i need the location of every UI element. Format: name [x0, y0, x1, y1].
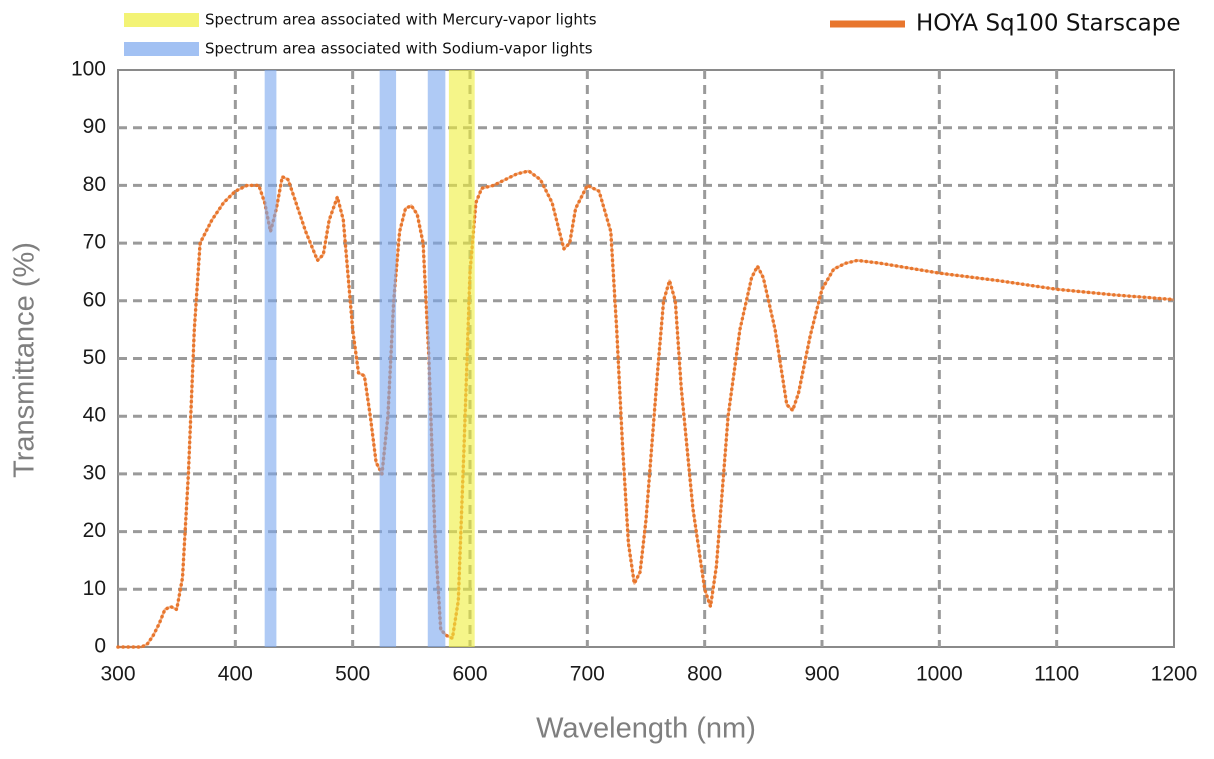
- x-axis-title: Wavelength (nm): [536, 713, 756, 745]
- x-tick-label: 1200: [1151, 663, 1198, 686]
- legend-label: Spectrum area associated with Mercury-va…: [205, 11, 597, 29]
- spectrum-band: [427, 70, 446, 647]
- y-tick-label: 50: [83, 346, 106, 369]
- y-tick-label: 60: [83, 288, 106, 311]
- x-tick-label: 800: [687, 663, 722, 686]
- x-tick-label: 300: [100, 663, 135, 686]
- spectrum-band: [379, 70, 397, 647]
- y-tick-label: 90: [83, 115, 106, 138]
- x-tick-label: 700: [570, 663, 605, 686]
- y-tick-label: 40: [83, 404, 106, 427]
- x-tick-label: 600: [452, 663, 487, 686]
- legend-label: Spectrum area associated with Sodium-vap…: [205, 40, 593, 58]
- y-tick-label: 30: [83, 461, 106, 484]
- y-tick-label: 80: [83, 173, 106, 196]
- legend-swatch: [124, 13, 199, 27]
- y-tick-label: 10: [83, 577, 106, 600]
- spectrum-band: [264, 70, 277, 647]
- legend-swatch: [124, 42, 199, 56]
- x-tick-label: 1100: [1034, 663, 1079, 686]
- y-tick-label: 20: [83, 519, 106, 542]
- x-tick-label: 900: [804, 663, 839, 686]
- y-tick-label: 0: [94, 635, 106, 658]
- x-tick-label: 1000: [916, 663, 963, 686]
- legend-swatch: [830, 20, 905, 28]
- y-axis-title: Transmittance (%): [9, 242, 41, 478]
- y-tick-label: 100: [71, 58, 106, 81]
- x-tick-label: 500: [335, 663, 370, 686]
- y-tick-label: 70: [83, 231, 106, 254]
- legend-label: HOYA Sq100 Starscape: [916, 11, 1181, 37]
- spectrum-band: [448, 70, 475, 647]
- x-tick-label: 400: [218, 663, 253, 686]
